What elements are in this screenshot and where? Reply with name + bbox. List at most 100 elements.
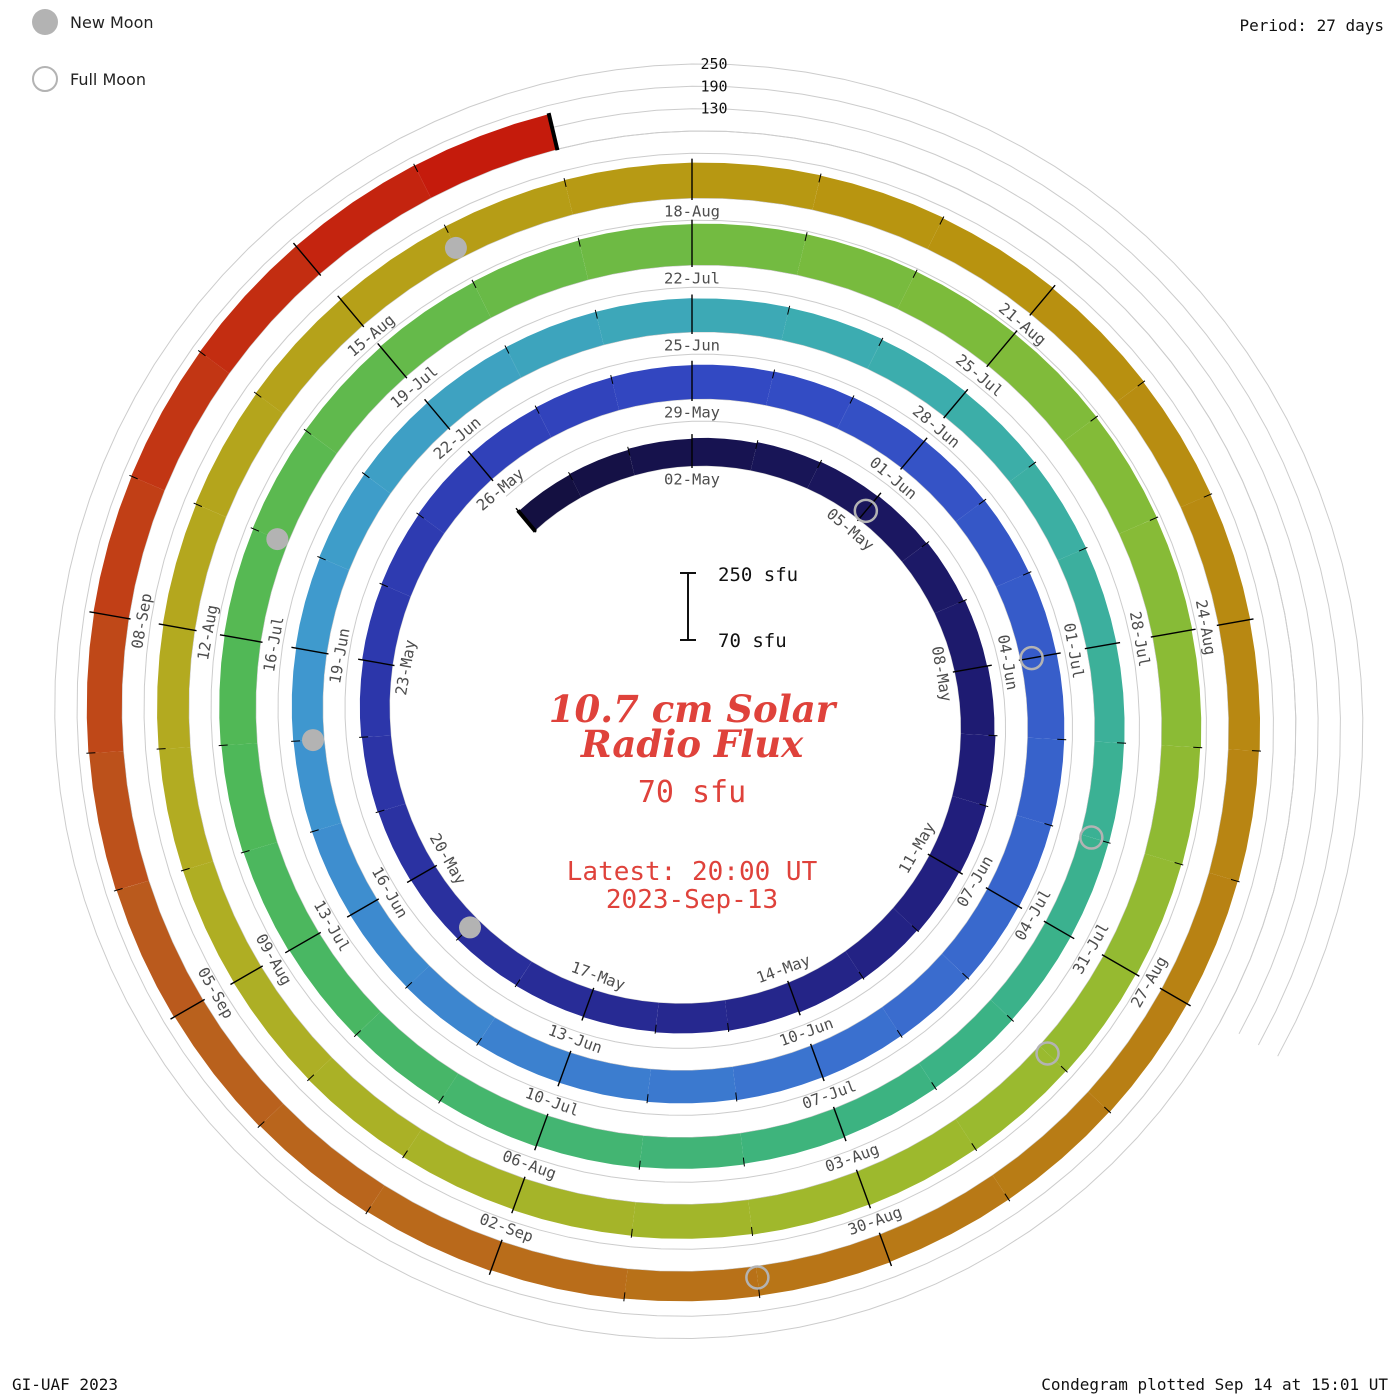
- tick-day: [379, 582, 389, 588]
- tick-day: [751, 1226, 754, 1237]
- tick-day: [735, 1092, 738, 1102]
- flux-bar: [233, 966, 332, 1080]
- flux-bar: [174, 1000, 284, 1127]
- tick-day: [534, 405, 540, 414]
- tick-day: [878, 337, 884, 347]
- tick-day: [303, 428, 312, 435]
- flux-bar: [628, 438, 692, 476]
- flux-bar: [1063, 417, 1157, 534]
- tick-day: [359, 736, 369, 738]
- tick-day: [1006, 1014, 1015, 1022]
- radial-tick-label: 130: [700, 100, 727, 118]
- tick-3day: [424, 398, 451, 430]
- tick-day: [858, 971, 865, 980]
- tick-3day: [406, 864, 438, 884]
- flux-bar: [491, 1241, 628, 1300]
- flux-bar: [902, 542, 964, 614]
- flux-bar: [647, 1066, 737, 1104]
- flux-bar: [955, 1045, 1067, 1150]
- tick-day: [1149, 516, 1159, 521]
- tick-day: [197, 350, 206, 357]
- new-moon-marker: [444, 236, 467, 259]
- tick-day: [250, 527, 260, 532]
- tick-3day: [985, 887, 1023, 910]
- flux-bar: [1009, 463, 1087, 561]
- flux-bar: [766, 371, 853, 429]
- flux-bar: [296, 165, 431, 274]
- flux-bar: [1031, 288, 1144, 402]
- date-label: 18-Aug: [664, 203, 720, 221]
- flux-bar: [954, 665, 995, 736]
- tick-3day: [230, 965, 264, 986]
- tick-3day: [1216, 618, 1254, 627]
- flux-bar: [295, 557, 349, 654]
- flux-bar: [536, 1115, 644, 1168]
- flux-bar: [919, 999, 1013, 1088]
- flux-bar: [1152, 629, 1202, 748]
- tick-3day: [878, 1232, 893, 1267]
- tick-day: [627, 446, 631, 456]
- full-moon-marker: [1079, 825, 1104, 850]
- tick-3day: [488, 1239, 503, 1275]
- flux-bar: [992, 1091, 1110, 1200]
- tick-day: [180, 867, 190, 872]
- date-tick-marks: [86, 112, 1261, 1302]
- tick-day: [471, 279, 477, 289]
- tick-day: [257, 1121, 265, 1129]
- flux-bar: [1103, 853, 1182, 975]
- flux-bar: [477, 1017, 571, 1083]
- tick-day: [1137, 380, 1146, 387]
- flux-bar: [470, 408, 552, 480]
- tick-day: [979, 803, 989, 808]
- flux-bar: [378, 803, 436, 881]
- flux-bar: [350, 899, 430, 988]
- tick-3day: [337, 295, 365, 328]
- flux-bar: [639, 1133, 745, 1169]
- flux-bar: [1088, 989, 1188, 1113]
- flux-bar: [312, 823, 378, 916]
- flux-bar: [362, 584, 411, 666]
- tick-3day: [581, 987, 595, 1021]
- tick-3day: [284, 931, 322, 954]
- flux-bar: [1117, 382, 1211, 508]
- tick-3day: [809, 1043, 825, 1082]
- tick-day: [1101, 840, 1111, 844]
- tick-day: [962, 972, 970, 980]
- tick-3day: [219, 634, 263, 643]
- tick-day: [309, 829, 319, 833]
- flux-bar: [797, 234, 917, 309]
- center-annotations: 250 sfu 70 sfu 10.7 cm Solar Radio Flux …: [549, 564, 838, 915]
- tick-day: [1028, 461, 1037, 468]
- tick-3day: [952, 664, 992, 673]
- tick-day: [86, 752, 96, 754]
- tick-3day: [170, 998, 206, 1020]
- tick-3day: [1018, 652, 1061, 662]
- date-label: 22-Jul: [664, 270, 720, 288]
- tick-day: [646, 1094, 649, 1104]
- tick-3day: [467, 450, 494, 482]
- tick-day: [921, 541, 930, 548]
- new-moon-marker: [459, 916, 482, 939]
- flux-bar: [942, 888, 1019, 979]
- flux-bar: [305, 347, 406, 454]
- flux-bar: [195, 393, 283, 517]
- tick-3day: [1084, 641, 1121, 650]
- flux-bar: [89, 751, 149, 891]
- flux-bar: [901, 440, 985, 522]
- tick-3day: [346, 898, 380, 918]
- date-label: 29-May: [664, 404, 720, 422]
- flux-bar: [934, 600, 988, 672]
- tick-day: [514, 979, 521, 988]
- tick-day: [113, 887, 123, 892]
- tick-day: [654, 1024, 657, 1034]
- flux-bar: [1080, 741, 1124, 843]
- flux-bar: [1039, 955, 1136, 1072]
- tick-day: [416, 512, 425, 519]
- flux-bar: [381, 514, 445, 597]
- tick-day: [1057, 738, 1067, 741]
- tick-day: [630, 1228, 633, 1238]
- flux-bar: [1016, 737, 1065, 826]
- tick-day: [307, 1074, 315, 1082]
- flux-bar: [624, 1266, 760, 1302]
- tick-day: [253, 391, 262, 398]
